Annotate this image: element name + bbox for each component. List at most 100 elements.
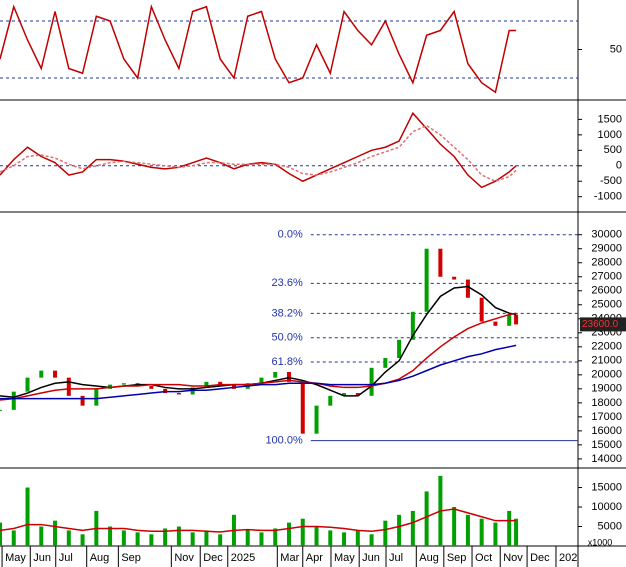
y-tick-label: 1000 — [598, 129, 622, 141]
y-tick-label: 21000 — [591, 355, 622, 367]
candle — [121, 383, 126, 385]
y-tick-label: -1000 — [594, 191, 622, 203]
fib-label: 61.8% — [272, 356, 303, 368]
volume-bar — [163, 528, 168, 546]
y-tick-label: 5000 — [598, 520, 622, 532]
volume-bar — [383, 520, 388, 546]
x-tick-label: Jul — [389, 552, 403, 564]
x-tick-label: Dec — [530, 552, 550, 564]
y-tick-label: 27000 — [591, 271, 622, 283]
volume-bar — [204, 530, 209, 546]
unit-label: x1000 — [588, 537, 613, 547]
series-line — [0, 124, 517, 183]
volume-bar — [493, 522, 498, 546]
series-line — [0, 344, 517, 400]
volume-bar — [259, 532, 264, 546]
y-tick-label: 30000 — [591, 229, 622, 241]
volume-bar — [479, 518, 484, 546]
x-tick-label: Dec — [203, 552, 223, 564]
volume-bar — [507, 510, 512, 546]
volume-bar — [39, 526, 44, 546]
candle — [410, 311, 415, 340]
x-tick-label: Oct — [475, 552, 492, 564]
series-line — [0, 312, 517, 401]
candle — [259, 377, 264, 384]
candle — [355, 393, 360, 396]
volume-bar — [121, 530, 126, 546]
x-tick-label: Jun — [33, 552, 51, 564]
volume-bar — [514, 518, 519, 546]
volume-bar — [149, 534, 154, 546]
candle — [369, 367, 374, 396]
candle — [397, 339, 402, 359]
volume-bar — [287, 522, 291, 546]
volume-bar — [245, 530, 250, 546]
candle — [149, 386, 154, 389]
y-tick-label: 0 — [616, 160, 622, 172]
y-tick-label: 28000 — [591, 257, 622, 269]
y-tick-label: 20000 — [591, 369, 622, 381]
fib-label: 23.6% — [272, 277, 303, 289]
volume-bar — [273, 528, 278, 546]
volume-bar — [410, 510, 415, 546]
candle — [465, 279, 470, 298]
x-tick-label: May — [5, 552, 26, 564]
candle — [25, 377, 30, 392]
y-tick-label: 15000 — [591, 439, 622, 451]
x-tick-label: Aug — [90, 552, 110, 564]
volume-bar — [135, 532, 140, 546]
candle — [452, 276, 457, 280]
series-line — [0, 4, 517, 94]
candle — [66, 377, 71, 396]
candle — [328, 395, 333, 406]
candle — [479, 297, 484, 322]
y-tick-label: 22000 — [591, 341, 622, 353]
x-tick-label: 2025 — [231, 552, 255, 564]
x-tick-label: Apr — [306, 552, 323, 564]
last-price-tag — [580, 317, 626, 332]
candle — [493, 321, 498, 326]
y-tick-label: 19000 — [591, 383, 622, 395]
y-tick-label: -500 — [600, 175, 622, 187]
volume-bar — [25, 487, 30, 546]
candle — [424, 248, 429, 312]
last-price-label: 23600.0 — [582, 319, 619, 330]
x-tick-label: Aug — [419, 552, 439, 564]
y-tick-label: 29000 — [591, 243, 622, 255]
x-tick-label: Nov — [503, 552, 523, 564]
candle — [80, 395, 85, 406]
fib-label: 50.0% — [272, 332, 303, 344]
x-tick-label: Jul — [59, 552, 73, 564]
volume-bar — [108, 526, 113, 546]
candle — [218, 381, 223, 385]
candle — [94, 388, 99, 406]
y-tick-label: 50 — [610, 43, 622, 55]
x-tick-label: 202 — [559, 552, 577, 564]
y-tick-label: 16000 — [591, 425, 622, 437]
y-tick-label: 25000 — [591, 299, 622, 311]
volume-bar — [342, 532, 347, 546]
volume-bar — [66, 530, 71, 546]
candle — [300, 381, 305, 434]
volume-bar — [314, 526, 319, 546]
fib-label: 0.0% — [278, 229, 303, 241]
fib-label: 38.2% — [272, 307, 303, 319]
candle — [176, 393, 181, 395]
candle — [273, 372, 278, 378]
volume-bar — [369, 534, 374, 546]
series-line — [0, 508, 517, 533]
y-tick-label: 18000 — [591, 397, 622, 409]
candle — [314, 405, 319, 434]
series-line — [0, 111, 517, 189]
x-tick-label: Sep — [121, 552, 141, 564]
volume-bar — [300, 518, 305, 546]
volume-bar — [11, 530, 16, 546]
y-tick-label: 15000 — [591, 481, 622, 493]
x-tick-label: Sep — [447, 552, 467, 564]
x-tick-label: Jun — [362, 552, 380, 564]
fib-label: 100.0% — [265, 435, 303, 447]
candle — [0, 409, 2, 411]
candle — [438, 248, 443, 277]
candle — [383, 358, 388, 368]
